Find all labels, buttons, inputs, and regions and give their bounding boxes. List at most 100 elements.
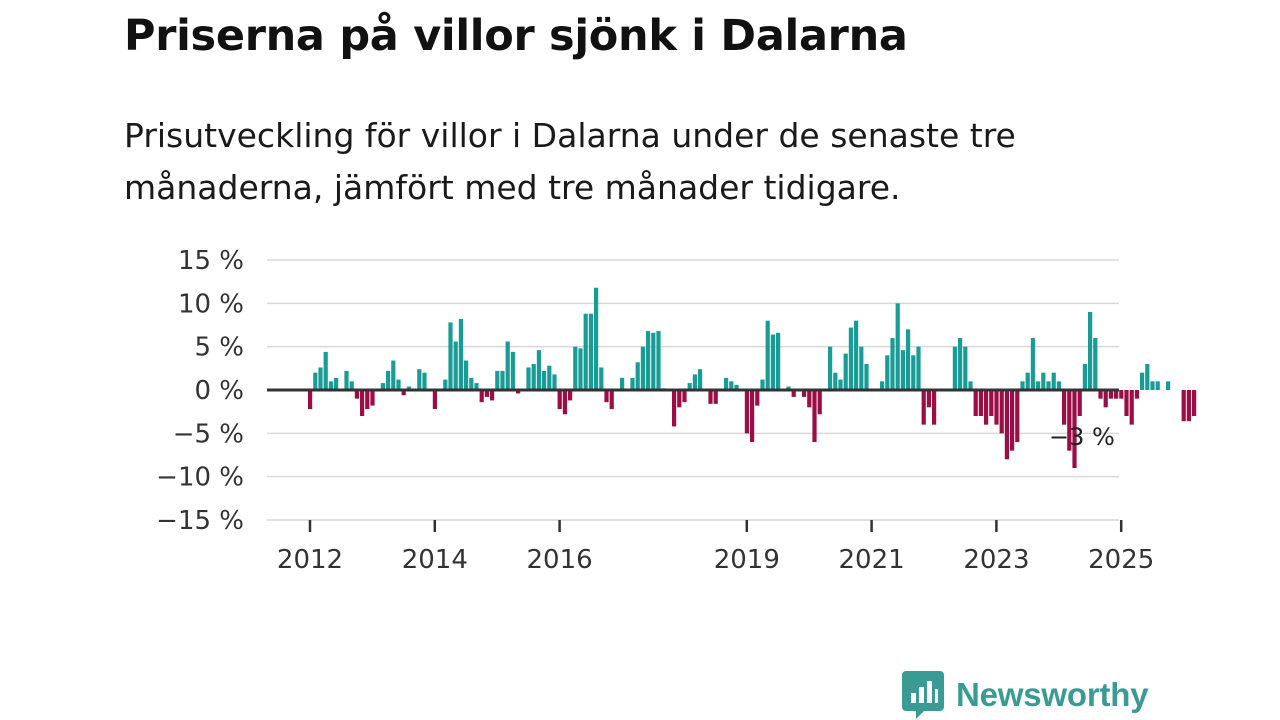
bar [843,353,848,390]
brand-name: Newsworthy [956,676,1149,713]
bar [854,320,859,390]
x-tick-label: 2021 [839,545,905,575]
bar [495,370,500,390]
bar [989,390,994,416]
bar [859,346,864,390]
bar [786,386,791,390]
bar [354,390,359,399]
bar [630,377,635,390]
bar [698,369,703,390]
bar [978,390,983,416]
bar [318,367,323,390]
bar [531,364,536,390]
x-tick-label: 2025 [1088,545,1154,575]
bar [729,381,734,390]
bar [578,348,583,390]
bar [365,390,370,410]
bar [713,390,718,404]
bar [474,383,479,390]
bar [1119,390,1124,399]
bar [313,372,318,390]
bar [1140,372,1145,390]
bar [620,377,625,390]
bar [1077,390,1082,416]
y-tick-label: 10 % [178,289,244,319]
bar [817,390,822,415]
bar [479,390,484,403]
bar [391,360,396,390]
bar [932,390,937,425]
bar [682,390,687,403]
bar [386,370,391,390]
newsworthy-bar-chart-icon [902,671,944,719]
bar [1098,390,1103,399]
bar [926,390,931,408]
bar [1181,390,1186,422]
bar [380,383,385,390]
bar [1015,390,1020,442]
bar [1166,381,1171,390]
bar [973,390,978,416]
bar [895,303,900,390]
bar [807,390,812,408]
bar [1155,381,1160,390]
bar [1103,390,1108,408]
bar-series [308,287,1197,468]
bar [490,390,495,401]
bar [349,381,354,390]
bar [547,365,552,390]
bar [750,390,755,442]
bar [1093,338,1098,390]
gridlines [267,259,1119,521]
bar [864,364,869,390]
bar [583,313,588,390]
bar [760,379,765,390]
bar [1129,390,1134,425]
bar [833,372,838,390]
bar [890,338,895,390]
x-tick-label: 2023 [963,545,1029,575]
bar [968,381,973,390]
bar [724,377,729,390]
bar [360,390,365,416]
bar [640,346,645,390]
bar [1114,390,1119,399]
bar [1145,364,1150,390]
bar [432,390,437,410]
bar [635,362,640,390]
y-tick-label: 0 % [194,376,244,406]
bar [599,367,604,390]
bar [604,390,609,403]
bar [984,390,989,425]
bar [453,341,458,390]
bar [1082,364,1087,390]
bar [765,320,770,390]
bar [791,390,796,397]
bar [906,329,911,390]
bar [755,390,760,406]
bar [812,390,817,442]
bar [536,350,541,390]
y-tick-label: −15 % [156,506,244,536]
x-tick-label: 2019 [714,545,780,575]
bar [1051,372,1056,390]
bar [838,379,843,390]
y-tick-label: −5 % [173,419,244,449]
bar [396,379,401,390]
bar [1186,390,1191,422]
bar [542,370,547,390]
bar [573,346,578,390]
bar [552,374,557,390]
newsworthy-logo: Newsworthy [902,671,1149,719]
bar [422,372,427,390]
bar-chart: 15 % 10 % 5 % 0 % −5 % −10 % −15 % 2012 2014 2016… [156,246,1197,575]
bar [916,346,921,390]
bar [1108,390,1113,399]
bar [328,381,333,390]
bar [323,351,328,390]
bar [1062,390,1067,425]
axes: 15 % 10 % 5 % 0 % −5 % −10 % −15 % 2012 2014 2016… [156,246,1154,575]
bar [1041,372,1046,390]
last-value-annotation: −3 % [1049,423,1115,451]
bar [568,390,573,401]
